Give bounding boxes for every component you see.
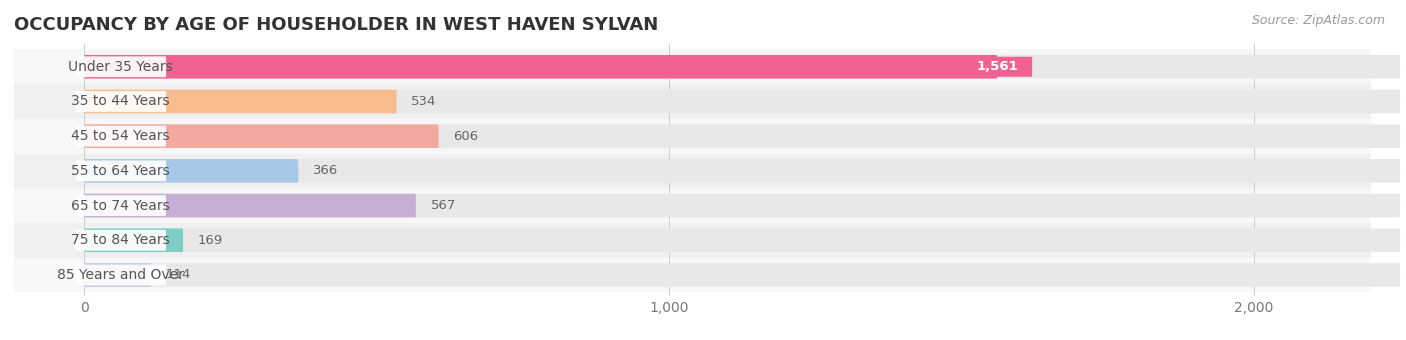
FancyBboxPatch shape	[84, 194, 1400, 217]
FancyBboxPatch shape	[84, 159, 298, 183]
FancyBboxPatch shape	[76, 160, 166, 181]
FancyBboxPatch shape	[84, 90, 1400, 113]
Text: Under 35 Years: Under 35 Years	[69, 60, 173, 74]
Text: 65 to 74 Years: 65 to 74 Years	[72, 199, 170, 212]
FancyBboxPatch shape	[84, 194, 416, 217]
FancyBboxPatch shape	[76, 195, 166, 216]
FancyBboxPatch shape	[84, 90, 396, 113]
Text: 55 to 64 Years: 55 to 64 Years	[72, 164, 170, 178]
FancyBboxPatch shape	[84, 55, 1400, 79]
FancyBboxPatch shape	[84, 263, 1400, 287]
Bar	[14, 84, 1371, 119]
Text: 75 to 84 Years: 75 to 84 Years	[72, 233, 170, 247]
Text: 606: 606	[453, 130, 478, 143]
FancyBboxPatch shape	[76, 265, 166, 285]
FancyBboxPatch shape	[84, 124, 1400, 148]
FancyBboxPatch shape	[76, 230, 166, 251]
Text: OCCUPANCY BY AGE OF HOUSEHOLDER IN WEST HAVEN SYLVAN: OCCUPANCY BY AGE OF HOUSEHOLDER IN WEST …	[14, 16, 658, 34]
FancyBboxPatch shape	[76, 91, 166, 112]
Text: Source: ZipAtlas.com: Source: ZipAtlas.com	[1251, 14, 1385, 27]
FancyBboxPatch shape	[84, 55, 997, 79]
Bar	[14, 188, 1371, 223]
Text: 567: 567	[430, 199, 456, 212]
FancyBboxPatch shape	[84, 228, 1400, 252]
Bar	[14, 119, 1371, 154]
Text: 35 to 44 Years: 35 to 44 Years	[72, 95, 170, 108]
Text: 85 Years and Over: 85 Years and Over	[58, 268, 184, 282]
Text: 169: 169	[198, 234, 224, 247]
Text: 1,561: 1,561	[976, 60, 1018, 73]
FancyBboxPatch shape	[84, 159, 1400, 183]
Text: 534: 534	[411, 95, 436, 108]
Bar	[14, 154, 1371, 188]
Text: 366: 366	[314, 164, 339, 177]
FancyBboxPatch shape	[84, 228, 183, 252]
Bar	[14, 49, 1371, 84]
Text: 45 to 54 Years: 45 to 54 Years	[72, 129, 170, 143]
FancyBboxPatch shape	[76, 126, 166, 147]
FancyBboxPatch shape	[76, 56, 166, 77]
FancyBboxPatch shape	[84, 263, 150, 287]
FancyBboxPatch shape	[962, 57, 1032, 77]
Bar	[14, 258, 1371, 292]
FancyBboxPatch shape	[84, 124, 439, 148]
Bar	[14, 223, 1371, 258]
Text: 114: 114	[166, 269, 191, 282]
